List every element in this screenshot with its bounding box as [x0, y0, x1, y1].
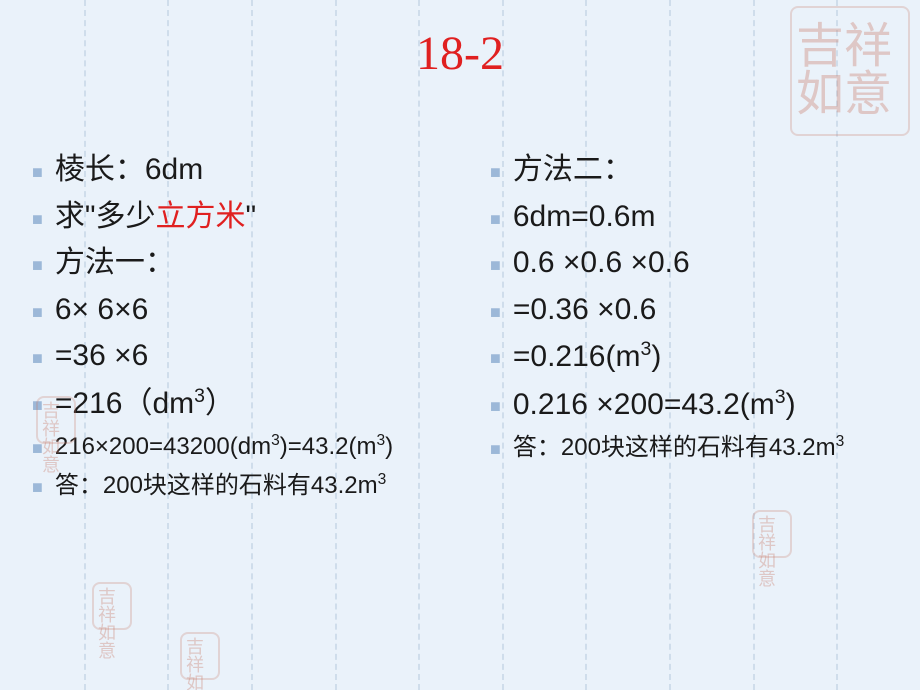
item-text: 答：200块这样的石料有43.2m3 — [55, 469, 386, 502]
item-text: 216×200=43200(dm3)=43.2(m3) — [55, 430, 393, 463]
slide-title: 18-2 — [0, 26, 920, 81]
item-text: 棱长：6dm — [55, 150, 203, 191]
right-item: ■ 方法二： — [490, 150, 920, 191]
item-text: 6× 6×6 — [55, 290, 148, 331]
left-item: ■ 方法一： — [32, 243, 472, 284]
right-item: ■ =0.216(m3) — [490, 336, 920, 378]
decorative-seal-small: 吉祥如意 — [180, 632, 220, 680]
bullet-icon: ■ — [490, 346, 501, 370]
decorative-seal-small: 吉祥如意 — [92, 582, 132, 630]
item-text: =36 ×6 — [55, 336, 148, 377]
bullet-icon: ■ — [32, 475, 43, 499]
item-text: 0.216 ×200=43.2(m3) — [513, 384, 796, 426]
bullet-icon: ■ — [490, 394, 501, 418]
right-item: ■ 0.6 ×0.6 ×0.6 — [490, 243, 920, 284]
left-item: ■ 求"多少立方米" — [32, 197, 472, 238]
item-text: =0.216(m3) — [513, 336, 661, 378]
right-item: ■ 6dm=0.6m — [490, 197, 920, 238]
right-item: ■ 答：200块这样的石料有43.2m3 — [490, 431, 920, 464]
right-item: ■ =0.36 ×0.6 — [490, 290, 920, 331]
item-text: 答：200块这样的石料有43.2m3 — [513, 431, 844, 464]
item-text: 方法二： — [513, 150, 633, 191]
item-text: =216（dm3） — [55, 383, 235, 425]
decorative-seal-large: 吉祥如意 — [790, 6, 910, 136]
left-item: ■ 6× 6×6 — [32, 290, 472, 331]
item-text: =0.36 ×0.6 — [513, 290, 656, 331]
right-item: ■ 0.216 ×200=43.2(m3) — [490, 384, 920, 426]
bullet-icon: ■ — [32, 253, 43, 277]
decorative-seal-small: 吉祥如意 — [36, 396, 76, 444]
left-item: ■ 棱长：6dm — [32, 150, 472, 191]
bullet-icon: ■ — [32, 300, 43, 324]
left-item: ■ =36 ×6 — [32, 336, 472, 377]
bullet-icon: ■ — [490, 253, 501, 277]
bullet-icon: ■ — [490, 160, 501, 184]
bullet-icon: ■ — [490, 437, 501, 461]
right-column: ■方法二：■6dm=0.6m■0.6 ×0.6 ×0.6■=0.36 ×0.6■… — [490, 150, 920, 470]
bullet-icon: ■ — [32, 160, 43, 184]
left-column: ■棱长：6dm■求"多少立方米"■方法一：■6× 6×6■=36 ×6■=216… — [32, 150, 472, 509]
item-text: 6dm=0.6m — [513, 197, 656, 238]
item-text: 方法一： — [55, 243, 175, 284]
bullet-icon: ■ — [490, 300, 501, 324]
bullet-icon: ■ — [32, 207, 43, 231]
decorative-seal-small: 吉祥如意 — [752, 510, 792, 558]
left-item: ■216×200=43200(dm3)=43.2(m3) — [32, 430, 472, 463]
item-text: 求"多少立方米" — [55, 197, 256, 238]
bullet-icon: ■ — [490, 207, 501, 231]
item-text: 0.6 ×0.6 ×0.6 — [513, 243, 690, 284]
bullet-icon: ■ — [32, 346, 43, 370]
left-item: ■ 答：200块这样的石料有43.2m3 — [32, 469, 472, 502]
title-text: 18-2 — [416, 27, 504, 80]
left-item: ■=216（dm3） — [32, 383, 472, 425]
